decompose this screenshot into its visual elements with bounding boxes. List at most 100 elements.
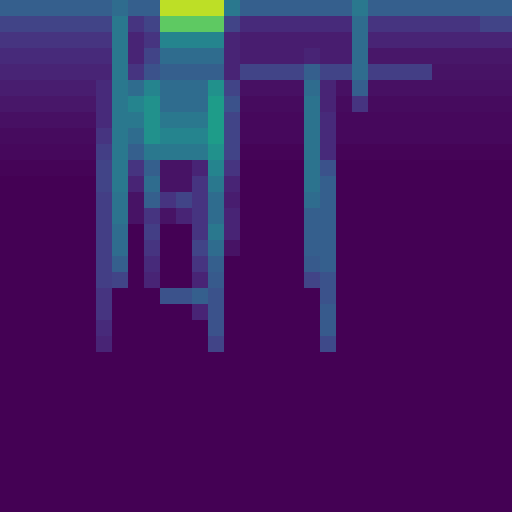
- heatmap-cell: [160, 496, 177, 512]
- heatmap-cell: [496, 64, 512, 81]
- heatmap-cell: [32, 176, 49, 193]
- heatmap-cell: [464, 464, 481, 481]
- heatmap-cell: [144, 352, 161, 369]
- heatmap-cell: [496, 320, 512, 337]
- heatmap-cell: [80, 192, 97, 209]
- heatmap-cell: [64, 80, 81, 97]
- heatmap-cell: [240, 64, 257, 81]
- heatmap-cell: [480, 192, 497, 209]
- heatmap-cell: [272, 112, 289, 129]
- heatmap-cell: [144, 368, 161, 385]
- heatmap-cell: [432, 0, 449, 17]
- heatmap-cell: [256, 128, 273, 145]
- heatmap-cell: [352, 464, 369, 481]
- heatmap-cell: [256, 32, 273, 49]
- heatmap-cell: [400, 288, 417, 305]
- heatmap-cell: [176, 384, 193, 401]
- heatmap-cell: [352, 0, 369, 17]
- heatmap-cell: [240, 464, 257, 481]
- heatmap-cell: [368, 16, 385, 33]
- heatmap-cell: [320, 496, 337, 512]
- heatmap-cell: [432, 336, 449, 353]
- heatmap-cell: [464, 496, 481, 512]
- heatmap-cell: [368, 352, 385, 369]
- heatmap-cell: [48, 320, 65, 337]
- heatmap-cell: [32, 384, 49, 401]
- heatmap-cell: [144, 432, 161, 449]
- heatmap-cell: [224, 208, 241, 225]
- heatmap-cell: [240, 16, 257, 33]
- heatmap-cell: [256, 496, 273, 512]
- heatmap-cell: [64, 256, 81, 273]
- heatmap-cell: [256, 192, 273, 209]
- heatmap-cell: [192, 288, 209, 305]
- heatmap-cell: [352, 240, 369, 257]
- heatmap-cell: [400, 416, 417, 433]
- heatmap-cell: [128, 48, 145, 65]
- heatmap-cell: [112, 144, 129, 161]
- heatmap-cell: [0, 80, 17, 97]
- heatmap-cell: [256, 0, 273, 17]
- heatmap-cell: [48, 128, 65, 145]
- heatmap-cell: [48, 160, 65, 177]
- heatmap-cell: [336, 432, 353, 449]
- heatmap-cell: [352, 320, 369, 337]
- heatmap-cell: [272, 64, 289, 81]
- heatmap-cell: [384, 0, 401, 17]
- heatmap-cell: [192, 352, 209, 369]
- heatmap-cell: [288, 368, 305, 385]
- heatmap-cell: [320, 16, 337, 33]
- heatmap-cell: [368, 192, 385, 209]
- heatmap-cell: [128, 272, 145, 289]
- heatmap-cell: [208, 368, 225, 385]
- heatmap-cell: [0, 432, 17, 449]
- heatmap-cell: [352, 416, 369, 433]
- heatmap-cell: [336, 384, 353, 401]
- heatmap-cell: [304, 144, 321, 161]
- heatmap-cell: [256, 208, 273, 225]
- heatmap-cell: [192, 464, 209, 481]
- heatmap-cell: [400, 112, 417, 129]
- heatmap-cell: [144, 128, 161, 145]
- heatmap-cell: [480, 64, 497, 81]
- heatmap-cell: [96, 80, 113, 97]
- heatmap-cell: [64, 0, 81, 17]
- heatmap-cell: [304, 368, 321, 385]
- heatmap-cell: [96, 96, 113, 113]
- heatmap-cell: [144, 48, 161, 65]
- heatmap-cell: [240, 480, 257, 497]
- heatmap-cell: [400, 240, 417, 257]
- chart: [0, 0, 512, 512]
- heatmap-cell: [160, 464, 177, 481]
- heatmap-cell: [32, 416, 49, 433]
- heatmap-cell: [288, 496, 305, 512]
- heatmap-cell: [0, 160, 17, 177]
- heatmap-cell: [112, 64, 129, 81]
- heatmap-cell: [96, 48, 113, 65]
- heatmap-cell: [416, 0, 433, 17]
- heatmap-cell: [464, 320, 481, 337]
- heatmap-cell: [480, 288, 497, 305]
- heatmap-cell: [432, 192, 449, 209]
- heatmap-cell: [64, 208, 81, 225]
- heatmap-cell: [112, 240, 129, 257]
- heatmap-cell: [320, 176, 337, 193]
- heatmap-cell: [144, 32, 161, 49]
- heatmap-cell: [176, 192, 193, 209]
- heatmap-cell: [448, 432, 465, 449]
- heatmap-cell: [80, 448, 97, 465]
- heatmap-cell: [48, 448, 65, 465]
- heatmap-cell: [416, 192, 433, 209]
- heatmap-cell: [64, 32, 81, 49]
- heatmap-cell: [32, 160, 49, 177]
- heatmap-cell: [464, 288, 481, 305]
- heatmap-cell: [256, 256, 273, 273]
- heatmap-cell: [496, 160, 512, 177]
- heatmap-cell: [448, 128, 465, 145]
- heatmap-cell: [384, 432, 401, 449]
- heatmap-cell: [192, 32, 209, 49]
- heatmap-cell: [240, 240, 257, 257]
- heatmap-cell: [0, 64, 17, 81]
- heatmap-cell: [320, 0, 337, 17]
- heatmap-cell: [80, 336, 97, 353]
